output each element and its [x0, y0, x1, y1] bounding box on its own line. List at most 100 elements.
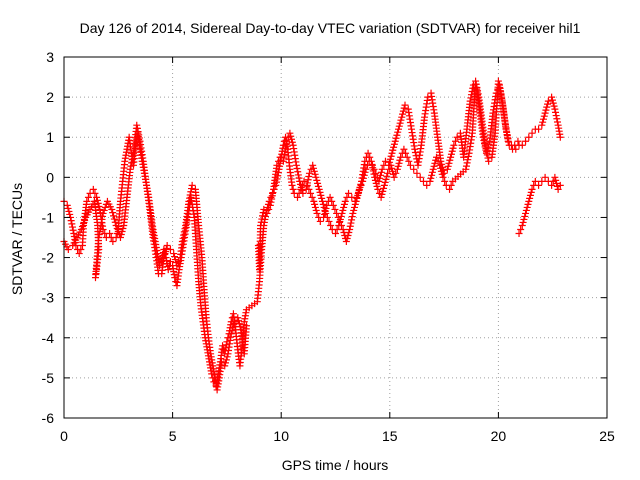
data-point: [522, 137, 530, 145]
data-point: [336, 218, 344, 226]
data-point: [410, 165, 418, 173]
data-point: [77, 246, 85, 254]
data-point: [553, 182, 561, 190]
data-point: [309, 161, 317, 169]
data-point: [369, 164, 377, 172]
data-point: [65, 207, 73, 215]
data-point: [495, 80, 503, 88]
x-axis-label: GPS time / hours: [282, 457, 389, 473]
data-point: [436, 161, 444, 169]
data-point: [381, 157, 389, 165]
data-point: [387, 161, 395, 169]
data-point: [307, 189, 315, 197]
data-point: [464, 152, 472, 160]
data-point: [93, 196, 101, 204]
data-point: [187, 185, 195, 193]
data-point: [338, 209, 346, 217]
data-point: [405, 157, 413, 165]
data-point: [267, 198, 275, 206]
data-point: [512, 145, 520, 153]
data-point: [293, 193, 301, 201]
data-point: [446, 156, 454, 164]
data-point: [337, 212, 345, 220]
data-point: [437, 167, 445, 175]
data-point: [357, 180, 365, 188]
data-point: [549, 99, 557, 107]
data-point: [170, 250, 178, 258]
data-point: [538, 177, 546, 185]
data-point: [371, 173, 379, 181]
x-tick-label: 15: [382, 428, 398, 444]
data-point: [227, 330, 235, 338]
data-point: [311, 170, 319, 178]
data-point: [548, 181, 556, 189]
data-point: [326, 193, 334, 201]
data-point: [112, 221, 120, 229]
data-point: [109, 209, 117, 217]
data-point: [84, 193, 92, 201]
data-point: [89, 185, 97, 193]
data-point: [340, 203, 348, 211]
data-point: [236, 323, 244, 331]
data-point: [298, 186, 306, 194]
data-point: [231, 318, 239, 326]
data-point: [444, 162, 452, 170]
data-point: [543, 103, 551, 111]
y-tick-label: -4: [42, 330, 55, 346]
data-point: [64, 246, 72, 254]
data-point: [453, 133, 461, 141]
data-point: [402, 149, 410, 157]
y-tick-label: 1: [46, 129, 54, 145]
data-point: [329, 201, 337, 209]
data-point: [163, 242, 171, 250]
data-point: [548, 96, 556, 104]
data-point: [336, 215, 344, 223]
data-point: [383, 172, 391, 180]
data-point: [463, 159, 471, 167]
data-point: [296, 180, 304, 188]
data-point: [524, 200, 532, 208]
data-point: [443, 165, 451, 173]
data-point: [396, 156, 404, 164]
data-point: [382, 175, 390, 183]
data-point: [134, 128, 142, 136]
data-point: [310, 164, 318, 172]
data-point: [178, 238, 186, 246]
data-point: [428, 168, 436, 176]
data-point: [318, 197, 326, 205]
data-point: [452, 137, 460, 145]
data-point: [397, 116, 405, 124]
data-point: [377, 171, 385, 179]
data-point: [542, 106, 550, 114]
data-point: [496, 83, 504, 91]
data-point: [541, 109, 549, 117]
data-points: [60, 77, 564, 394]
data-point: [535, 125, 543, 133]
data-point: [437, 164, 445, 172]
data-point: [344, 231, 352, 239]
y-tick-label: 3: [46, 49, 54, 65]
data-point: [162, 248, 170, 256]
data-point: [221, 362, 229, 370]
data-point: [554, 185, 562, 193]
data-point: [519, 218, 527, 226]
data-point: [523, 203, 531, 211]
data-point: [484, 154, 492, 162]
data-point: [303, 179, 311, 187]
data-point: [128, 159, 136, 167]
data-point: [308, 193, 316, 201]
data-point: [377, 193, 385, 201]
data-point: [511, 141, 519, 149]
data-point: [116, 234, 124, 241]
data-point: [75, 250, 83, 258]
data-point: [310, 167, 318, 175]
data-point: [394, 128, 402, 136]
data-point: [339, 206, 347, 214]
data-point: [95, 202, 103, 210]
data-point: [133, 124, 141, 132]
data-point: [305, 173, 313, 181]
y-tick-label: 0: [46, 169, 54, 185]
data-point: [373, 182, 381, 190]
data-point: [551, 173, 559, 181]
data-point: [162, 245, 170, 253]
